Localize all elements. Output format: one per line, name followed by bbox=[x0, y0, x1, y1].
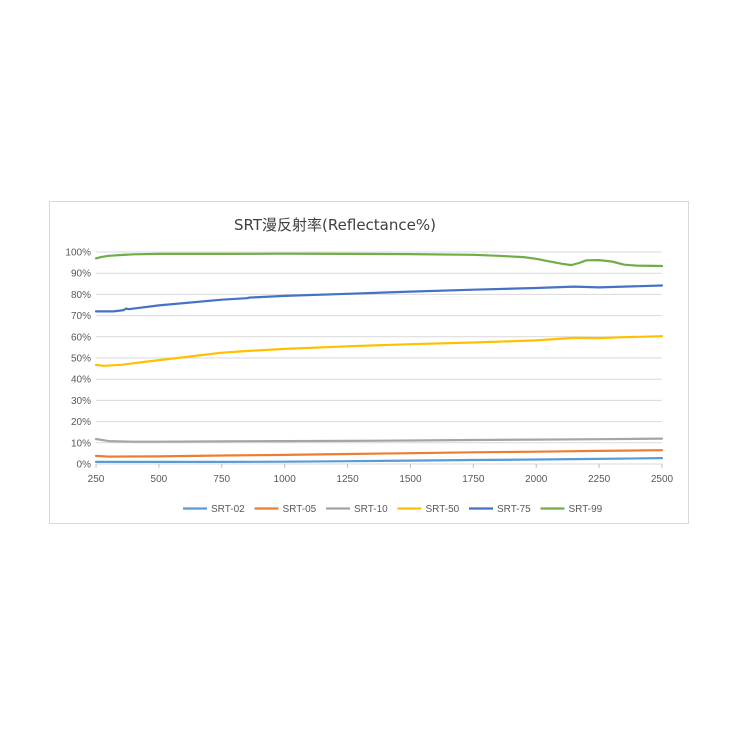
x-tick-label: 250 bbox=[88, 474, 105, 485]
legend-label-srt-75: SRT-75 bbox=[497, 504, 531, 515]
x-tick-label: 750 bbox=[213, 474, 230, 485]
x-tick-label: 1000 bbox=[274, 474, 297, 485]
y-axis-ticks: 0% 10% 20% 30% 40% 50% 60% 70% 80% 90% 100% bbox=[65, 248, 91, 471]
y-tick-label: 50% bbox=[71, 354, 91, 365]
legend-label-srt-02: SRT-02 bbox=[211, 504, 245, 515]
legend-label-srt-99: SRT-99 bbox=[569, 504, 603, 515]
chart-svg: SRT漫反射率(Reflectance%) 0% 10% 20% 30% 40% 50% 6… bbox=[65, 216, 674, 515]
series-line-srt-99 bbox=[94, 252, 664, 268]
x-tick-label: 2250 bbox=[588, 474, 611, 485]
x-axis-ticks: 250 500 750 1000 1250 1500 1750 2000 2250 2500 bbox=[88, 474, 674, 485]
y-tick-label: 90% bbox=[71, 269, 91, 280]
legend-label-srt-05: SRT-05 bbox=[283, 504, 317, 515]
series-line-srt-75 bbox=[94, 284, 664, 313]
x-tick-label: 500 bbox=[151, 474, 168, 485]
y-tick-label: 30% bbox=[71, 396, 91, 407]
legend-label-srt-50: SRT-50 bbox=[426, 504, 460, 515]
x-tick-label: 1750 bbox=[462, 474, 485, 485]
y-tick-label: 20% bbox=[71, 417, 91, 428]
y-tick-label: 80% bbox=[71, 290, 91, 301]
x-tick-label: 2000 bbox=[525, 474, 548, 485]
legend-label-srt-10: SRT-10 bbox=[354, 504, 388, 515]
series-line-srt-10 bbox=[94, 437, 664, 443]
x-tick-label: 1500 bbox=[399, 474, 422, 485]
chart-title: SRT漫反射率(Reflectance%) bbox=[234, 216, 436, 234]
y-tick-label: 70% bbox=[71, 311, 91, 322]
y-tick-label: 0% bbox=[77, 460, 92, 471]
y-tick-label: 10% bbox=[71, 438, 91, 449]
series-line-srt-50 bbox=[94, 335, 664, 367]
legend: SRT-02 SRT-05 SRT-10 SRT-50 SRT-75 SRT-99 bbox=[183, 504, 603, 515]
series-line-srt-05 bbox=[94, 449, 664, 458]
y-tick-label: 60% bbox=[71, 332, 91, 343]
chart-frame: SRT漫反射率(Reflectance%) 0% 10% 20% 30% 40% 50% 6… bbox=[49, 201, 689, 524]
grid-lines bbox=[95, 251, 663, 468]
x-tick-label: 2500 bbox=[651, 474, 674, 485]
x-tick-label: 1250 bbox=[336, 474, 359, 485]
y-tick-label: 100% bbox=[65, 248, 91, 259]
y-tick-label: 40% bbox=[71, 375, 91, 386]
series-line-srt-02 bbox=[94, 457, 664, 463]
series-lines bbox=[94, 252, 664, 463]
